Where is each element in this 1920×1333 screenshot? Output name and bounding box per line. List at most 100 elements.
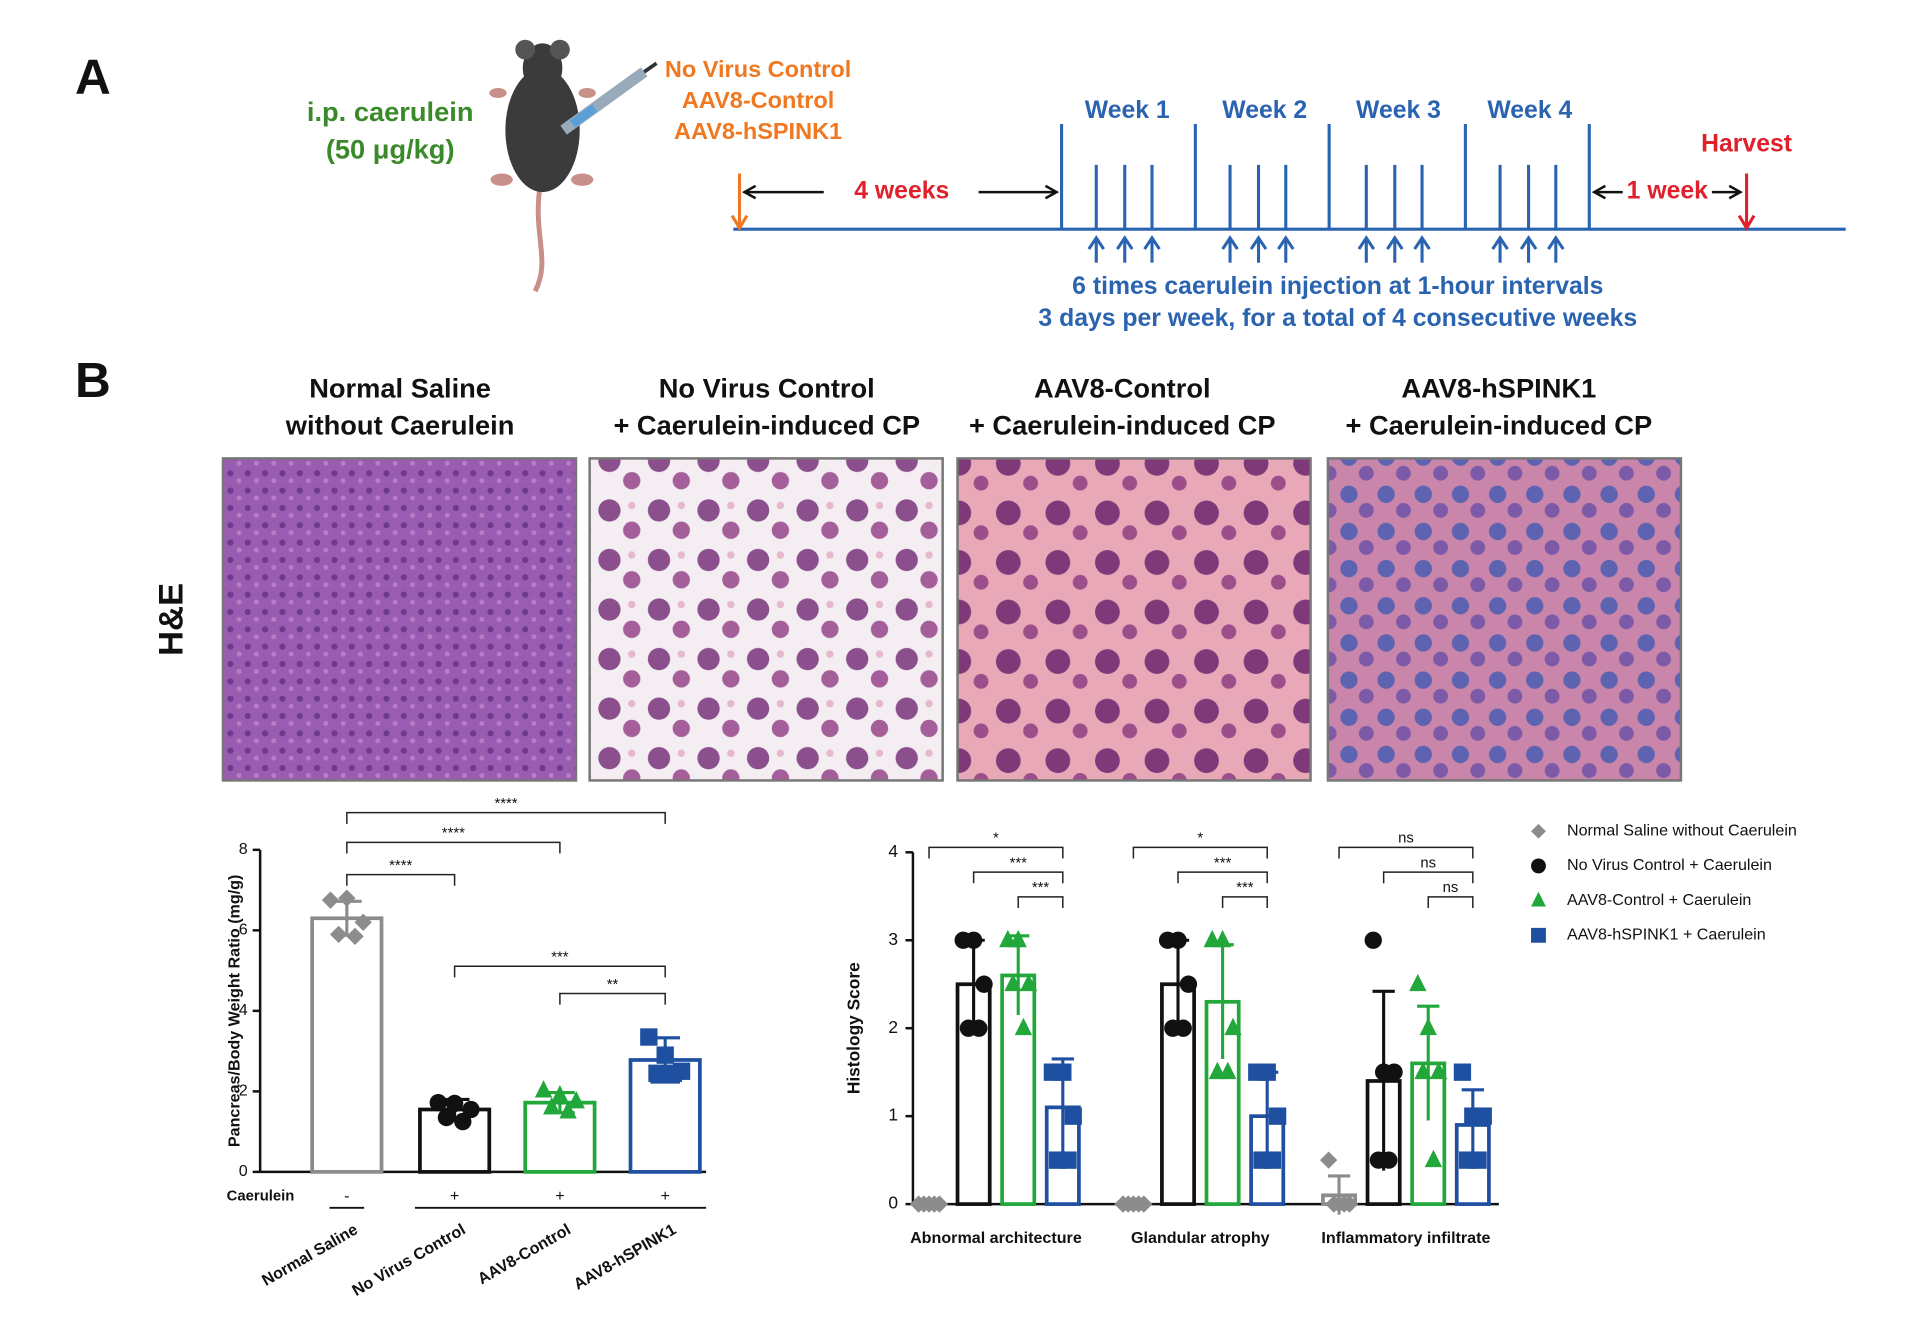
y-tick-label: 0	[888, 1193, 898, 1213]
data-point	[1453, 1063, 1472, 1081]
data-point	[1414, 1061, 1432, 1080]
protocol-note: 6 times caerulein injection at 1-hour in…	[1072, 273, 1603, 300]
week-label: Week 2	[1222, 97, 1307, 124]
data-point	[1385, 1063, 1403, 1081]
significance-label: *	[1197, 831, 1203, 847]
data-point	[1174, 1019, 1192, 1037]
y-tick-label: 4	[888, 841, 898, 861]
data-point	[640, 1028, 658, 1046]
y-tick-label: 6	[239, 921, 248, 939]
caerulein-sign: +	[660, 1187, 669, 1205]
significance-bracket	[1132, 846, 1268, 859]
x-tick-label: Abnormal architecture	[910, 1229, 1082, 1247]
data-point	[1424, 1149, 1443, 1168]
week-label: Week 1	[1085, 97, 1170, 124]
significance-bracket	[1017, 896, 1064, 909]
caerulein-sign: +	[555, 1187, 564, 1205]
data-point	[964, 931, 983, 949]
data-point	[354, 913, 372, 931]
data-point	[454, 1112, 472, 1131]
significance-label: ***	[1236, 880, 1254, 896]
significance-label: ns	[1420, 855, 1436, 871]
data-point	[1419, 1017, 1437, 1036]
histology-score-chart: 0 1 2 3 4 Histology Score Abnormal architectur…	[843, 821, 1797, 1247]
data-point	[1059, 1151, 1077, 1169]
data-point	[970, 1019, 988, 1037]
histology-image	[956, 457, 1312, 782]
data-point	[437, 1108, 456, 1127]
significance-bracket	[346, 841, 561, 854]
data-point	[1019, 973, 1038, 992]
error-bar	[1372, 989, 1395, 1171]
column-title: without Caerulein	[285, 410, 515, 441]
timeline	[730, 123, 1846, 265]
significance-bracket	[1177, 871, 1268, 884]
data-point	[1469, 1151, 1487, 1169]
y-tick-label: 2	[239, 1082, 248, 1100]
week-label: Week 4	[1487, 97, 1572, 124]
histology-image	[221, 457, 578, 782]
data-point	[648, 1064, 666, 1082]
data-point	[1531, 891, 1546, 907]
significance-label: ***	[1032, 880, 1050, 896]
data-point	[1213, 929, 1232, 948]
data-point	[321, 891, 340, 909]
data-point	[664, 1064, 683, 1082]
week-label: Week 3	[1356, 97, 1441, 124]
significance-bracket	[1338, 846, 1474, 859]
y-tick-label: 0	[239, 1162, 248, 1180]
data-point	[1409, 973, 1427, 992]
lead-in-duration: 4 weeks	[854, 178, 949, 205]
significance-bracket	[453, 965, 666, 978]
column-title: + Caerulein-induced CP	[969, 410, 1276, 441]
data-point	[1429, 1061, 1448, 1080]
follow-up-duration: 1 week	[1627, 178, 1708, 205]
treatment: AAV8-hSPINK1	[674, 118, 842, 144]
column-title: No Virus Control	[659, 372, 875, 403]
data-point	[1319, 1151, 1338, 1169]
legend-label: AAV8-Control + Caerulein	[1567, 891, 1751, 909]
y-axis-title: Pancreas/Body Weight Ratio (mg/g)	[226, 875, 244, 1147]
significance-bracket	[346, 873, 456, 886]
data-point	[559, 1101, 577, 1119]
legend-label: Normal Saline without Caerulein	[1567, 821, 1797, 839]
span-arrows	[741, 184, 1743, 200]
data-point	[1014, 1017, 1033, 1036]
histology-image	[588, 457, 944, 782]
significance-label: ****	[389, 858, 412, 874]
caerulein-label: Caerulein	[227, 1189, 295, 1205]
treatment: AAV8-Control	[682, 87, 834, 113]
significance-bracket	[1221, 896, 1268, 909]
data-point	[1009, 929, 1027, 948]
mouse-icon	[489, 39, 658, 293]
data-point	[567, 1091, 585, 1109]
drug-dose: (50 μg/kg)	[326, 133, 455, 164]
data-point	[1268, 1107, 1287, 1125]
histology-columns: Normal Saline without Caerulein No Virus C…	[221, 372, 1683, 782]
bar	[310, 916, 384, 1174]
y-tick-label: 8	[239, 840, 248, 858]
error-bar	[1461, 1088, 1484, 1161]
data-point	[1064, 1107, 1082, 1125]
y-tick-label: 2	[888, 1017, 898, 1037]
significance-label: ns	[1398, 831, 1414, 847]
data-point	[429, 1093, 447, 1112]
data-point	[534, 1080, 553, 1098]
data-point	[1054, 1063, 1072, 1081]
y-tick-label: 3	[888, 929, 898, 949]
column-title: AAV8-hSPINK1	[1401, 372, 1596, 403]
treatment: No Virus Control	[665, 56, 851, 82]
x-tick-label: No Virus Control	[349, 1220, 468, 1299]
harvest-label: Harvest	[1701, 131, 1792, 158]
x-tick-label: AAV8-Control	[475, 1220, 574, 1288]
y-axis-title: Histology Score	[843, 962, 863, 1094]
data-point	[1224, 1017, 1242, 1036]
data-point	[1169, 931, 1187, 949]
x-tick-label: Inflammatory infiltrate	[1321, 1229, 1490, 1247]
significance-bracket	[928, 846, 1064, 859]
significance-label: ***	[1010, 855, 1028, 871]
x-tick-label: AAV8-hSPINK1	[571, 1220, 680, 1293]
significance-bracket	[1382, 871, 1474, 884]
